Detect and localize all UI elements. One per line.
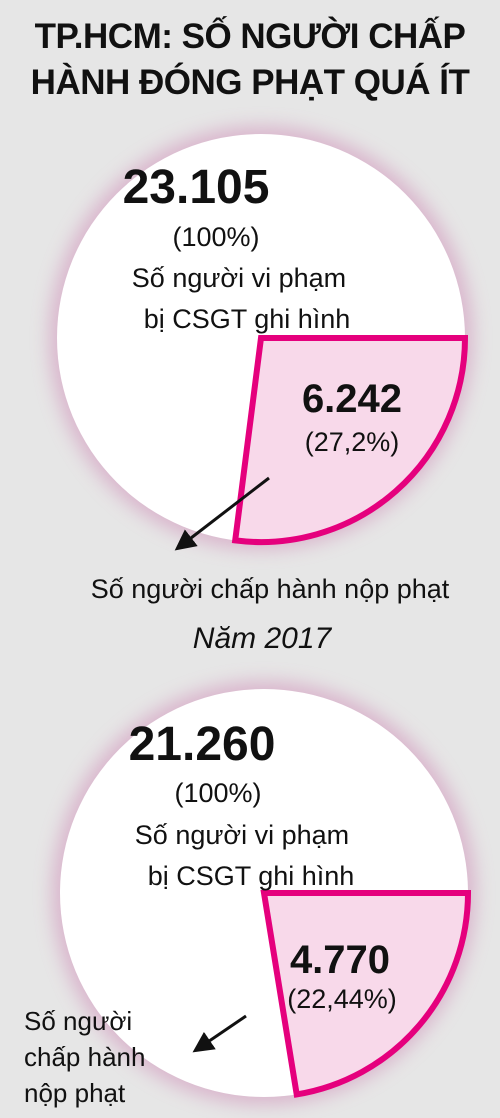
share-desc-line-3: nộp phạt: [24, 1078, 126, 1108]
total-desc-line-2: bị CSGT ghi hình: [144, 304, 351, 334]
total-desc-line-1: Số người vi phạm: [132, 263, 346, 293]
pie-share-slice: [231, 335, 469, 546]
total-value-label: 21.260: [129, 718, 276, 771]
total-percent-label: (100%): [172, 222, 259, 252]
share-desc-label: Số người chấp hành nộp phạt: [91, 574, 450, 604]
share-arrow: [174, 476, 270, 551]
total-percent-label: (100%): [174, 778, 261, 808]
share-value-label: 6.242: [302, 377, 402, 421]
total-value-label: 23.105: [123, 161, 270, 214]
share-arrow: [192, 1014, 247, 1053]
share-desc-line-1: Số người: [24, 1006, 132, 1036]
total-desc-line-1: Số người vi phạm: [135, 820, 349, 850]
share-percent-label: (27,2%): [305, 427, 400, 457]
pie-share-slice: [260, 890, 472, 1098]
pie-chart-second: 21.260 (100%) Số người vi phạm bị CSGT g…: [24, 681, 476, 1108]
title-line-2: HÀNH ĐÓNG PHẠT QUÁ ÍT: [31, 62, 470, 102]
pie-chart-2017: 23.105 (100%) Số người vi phạm bị CSGT g…: [49, 126, 473, 604]
year-label: Năm 2017: [193, 622, 333, 655]
share-desc-line-2: chấp hành: [24, 1042, 145, 1072]
title-line-1: TP.HCM: SỐ NGƯỜI CHẤP: [35, 16, 466, 56]
share-percent-label: (22,44%): [287, 984, 397, 1014]
share-value-label: 4.770: [290, 938, 390, 982]
total-desc-line-2: bị CSGT ghi hình: [148, 861, 355, 891]
